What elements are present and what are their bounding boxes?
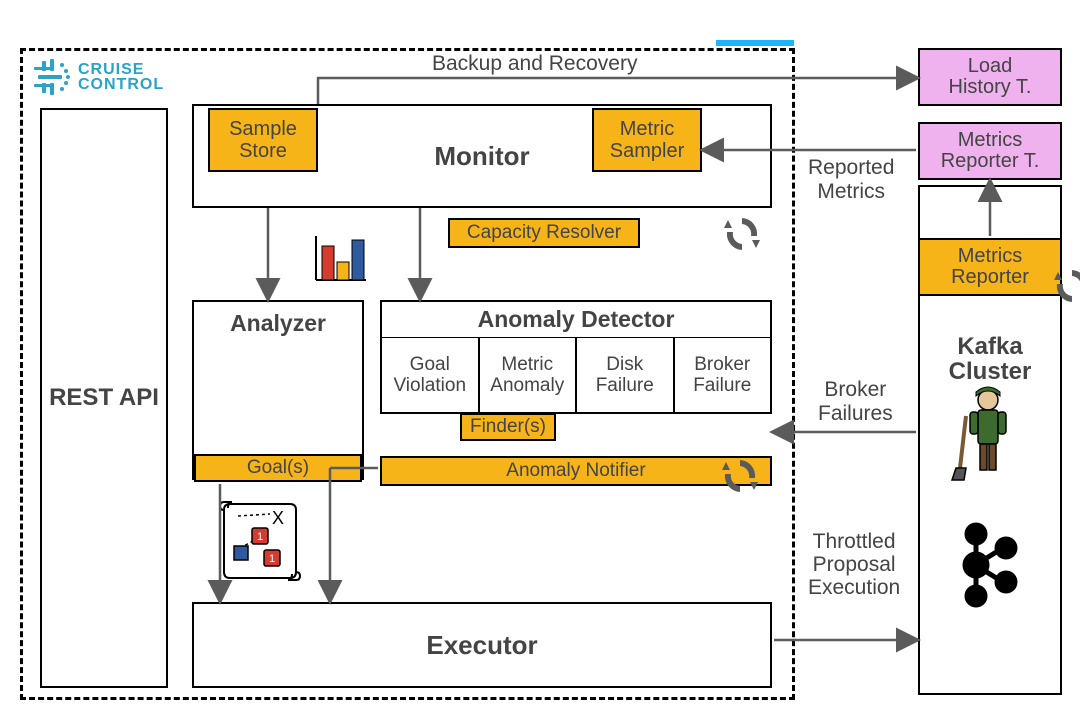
svg-text:X: X: [272, 508, 284, 528]
anomaly-col-metric: Metric Anomaly: [490, 355, 564, 397]
janitor-icon: [948, 384, 1028, 484]
executor-label: Executor: [426, 630, 537, 661]
cycle-icon-notifier: [718, 454, 762, 498]
tab-marker: [716, 40, 794, 46]
monitor-title: Monitor: [434, 141, 529, 172]
analyzer-box: Analyzer: [192, 300, 364, 480]
metric-sampler-box: Metric Sampler: [592, 108, 702, 172]
anomaly-title: Anomaly Detector: [478, 306, 675, 333]
cycle-icon-monitor: [720, 212, 764, 256]
edge-broker-failures: Broker Failures: [818, 378, 893, 426]
executor-box: Executor: [192, 602, 772, 688]
metric-sampler-label: Metric Sampler: [610, 118, 684, 162]
anomaly-notifier-label: Anomaly Notifier: [506, 460, 645, 482]
edge-backup-recovery: Backup and Recovery: [432, 52, 637, 76]
cruise-control-logo: CRUISE CONTROL: [32, 56, 202, 98]
capacity-resolver-label: Capacity Resolver: [467, 222, 621, 244]
goals-label: Goal(s): [247, 457, 309, 479]
cycle-icon-reporter: [1050, 264, 1080, 308]
metrics-reporter-label: Metrics Reporter: [951, 246, 1029, 288]
edge-throttled: Throttled Proposal Execution: [808, 530, 900, 599]
capacity-resolver-box: Capacity Resolver: [448, 218, 640, 248]
goals-box: Goal(s): [194, 454, 362, 482]
rest-api-box: REST API: [40, 108, 168, 688]
logo-text-2: CONTROL: [78, 77, 164, 92]
anomaly-col-broker: Broker Failure: [693, 355, 751, 397]
anomaly-col-goal: Goal Violation: [393, 355, 466, 397]
metrics-reporter-box: Metrics Reporter: [918, 238, 1062, 296]
edge-reported-metrics: Reported Metrics: [808, 156, 894, 204]
load-history-label: Load History T.: [949, 56, 1032, 98]
kafka-logo-icon: [952, 520, 1024, 610]
sample-store-label: Sample Store: [229, 118, 297, 162]
finders-label: Finder(s): [470, 416, 546, 438]
metrics-reporter-topic-label: Metrics Reporter T.: [941, 130, 1040, 172]
rest-api-label: REST API: [49, 384, 159, 412]
anomaly-notifier-box: Anomaly Notifier: [380, 456, 772, 486]
load-history-box: Load History T.: [918, 48, 1062, 106]
logo-icon: [32, 57, 72, 97]
anomaly-col-disk: Disk Failure: [596, 355, 654, 397]
svg-text:1: 1: [269, 553, 275, 565]
analyzer-title: Analyzer: [230, 310, 326, 337]
sample-store-box: Sample Store: [208, 108, 318, 172]
finders-box: Finder(s): [460, 413, 556, 441]
kafka-cluster-title: Kafka Cluster: [918, 316, 1062, 384]
svg-text:1: 1: [257, 531, 263, 543]
anomaly-detector-box: Anomaly Detector Goal Violation Metric A…: [380, 300, 772, 414]
logo-text-1: CRUISE: [78, 62, 164, 77]
bar-chart-icon: [310, 232, 370, 286]
metrics-reporter-topic-box: Metrics Reporter T.: [918, 122, 1062, 180]
plan-scroll-icon: X 1 1: [218, 496, 304, 586]
